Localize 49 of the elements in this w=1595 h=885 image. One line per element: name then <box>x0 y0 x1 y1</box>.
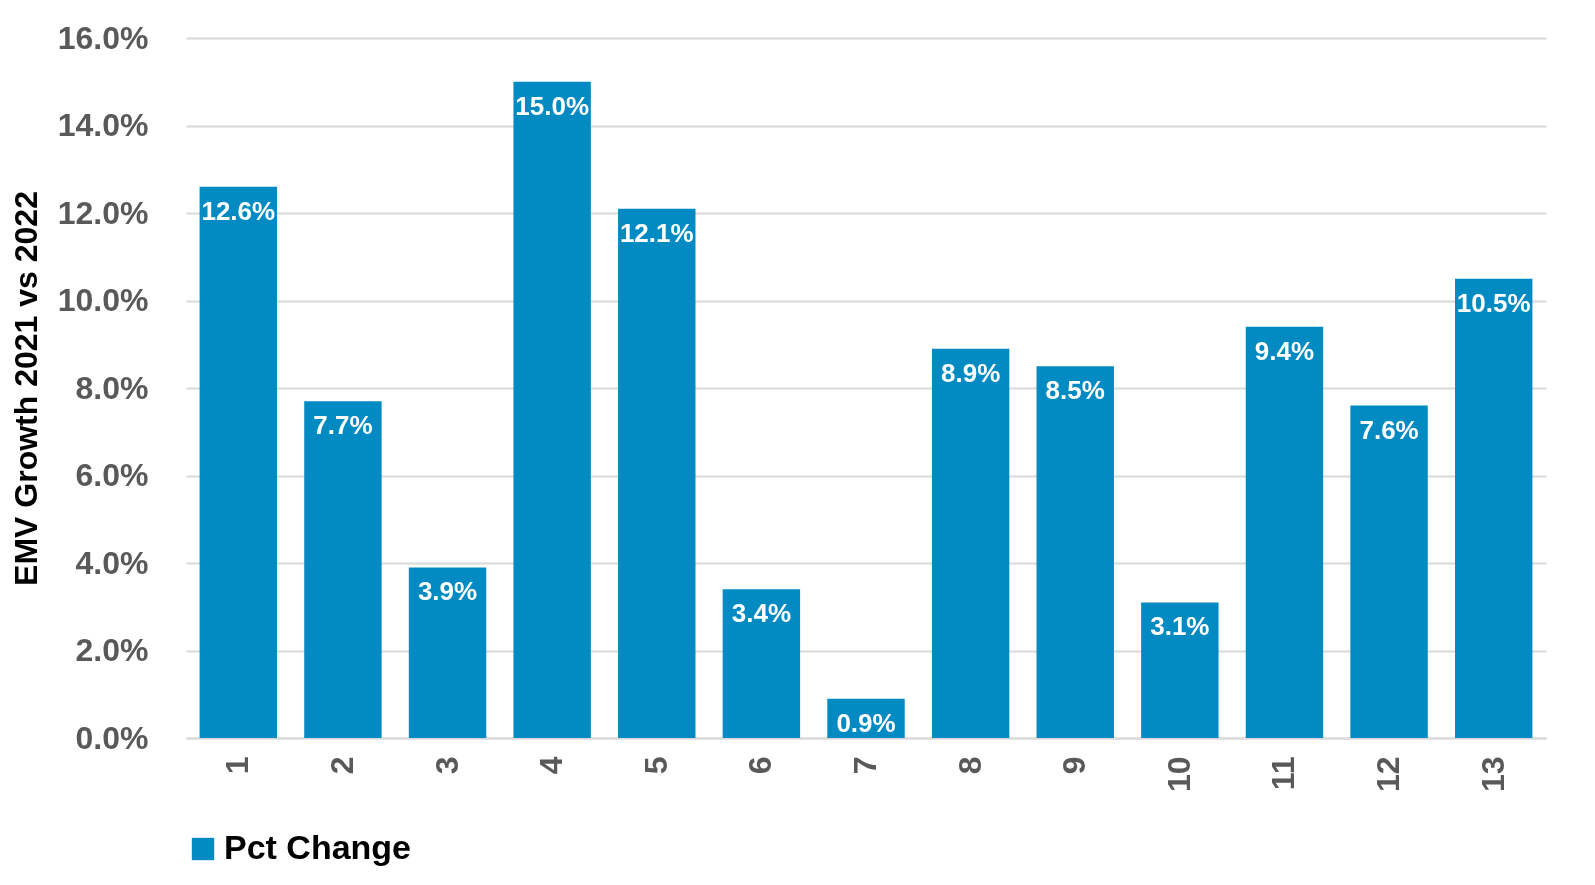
y-tick-label: 2.0% <box>75 632 149 668</box>
x-tick-label: 7 <box>847 756 883 775</box>
bar <box>618 208 696 738</box>
bar <box>1141 602 1219 738</box>
bar <box>1036 366 1114 738</box>
data-label: 9.4% <box>1254 335 1315 366</box>
bar <box>722 589 801 738</box>
data-label: 8.9% <box>940 357 1001 388</box>
x-tick-label: 5 <box>637 756 674 775</box>
x-tick-label: 8 <box>951 756 988 775</box>
x-tick-label: 2 <box>323 756 360 775</box>
y-tick-label: 14.0% <box>57 107 149 143</box>
x-tick-label: 1 <box>219 756 256 775</box>
legend-label: Pct Change <box>224 828 412 866</box>
y-tick-label: 8.0% <box>75 369 149 406</box>
data-label: 7.6% <box>1359 414 1419 445</box>
x-tick-label: 6 <box>742 756 779 775</box>
y-tick-label: 4.0% <box>75 544 149 581</box>
bar <box>408 567 487 738</box>
y-tick-label: 0.0% <box>75 719 149 756</box>
data-label: 15.0% <box>515 90 590 121</box>
data-label: 3.1% <box>1150 611 1210 642</box>
x-tick-label: 10 <box>1160 756 1197 793</box>
data-label: 0.9% <box>836 707 896 738</box>
data-label: 12.6% <box>201 195 276 226</box>
bar <box>931 348 1010 738</box>
bar <box>199 186 278 738</box>
bar <box>304 401 382 738</box>
bar <box>1454 278 1533 738</box>
x-tick-label: 3 <box>428 756 465 775</box>
x-tick-label: 4 <box>533 756 570 775</box>
data-label: 10.5% <box>1456 287 1531 318</box>
bar <box>1350 405 1428 738</box>
y-tick-label: 12.0% <box>57 194 149 231</box>
data-label: 7.7% <box>313 410 373 441</box>
y-tick-label: 16.0% <box>57 19 149 56</box>
x-tick-label: 12 <box>1370 756 1407 793</box>
bar <box>1245 326 1324 738</box>
y-tick-label: 6.0% <box>75 457 149 493</box>
x-tick-label: 11 <box>1265 756 1302 791</box>
data-label: 8.5% <box>1045 375 1105 406</box>
x-tick-label: 9 <box>1056 756 1093 775</box>
data-label: 12.1% <box>619 217 694 248</box>
x-tick-label: 13 <box>1474 756 1511 793</box>
y-tick-label: 10.0% <box>57 282 149 318</box>
data-label: 3.9% <box>417 576 478 607</box>
y-axis-title: EMV Growth 2021 vs 2022 <box>7 191 44 586</box>
bar <box>513 81 591 738</box>
data-label: 3.4% <box>731 598 792 629</box>
